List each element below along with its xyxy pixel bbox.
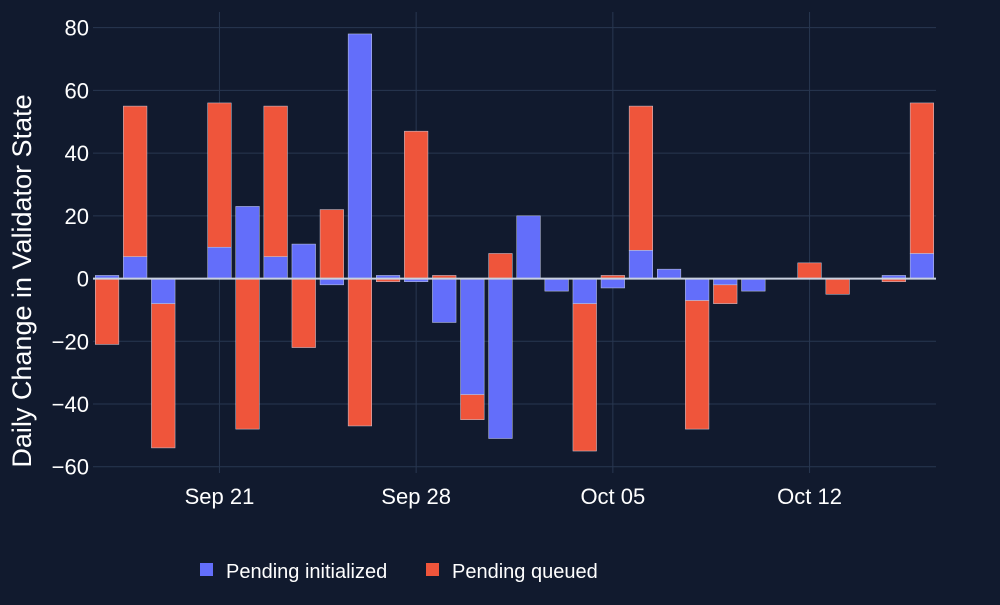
bar-pending-queued — [235, 278, 260, 430]
bar-pending-initialized — [263, 256, 288, 279]
bar-pending-queued — [797, 262, 822, 279]
bar-pending-initialized — [123, 256, 148, 279]
y-tick-label: 60 — [65, 78, 89, 103]
bar-pending-queued — [488, 253, 513, 279]
bar-pending-initialized — [600, 278, 625, 289]
x-tick-label: Sep 28 — [381, 484, 451, 509]
y-tick-label: 20 — [65, 204, 89, 229]
legend-label: Pending queued — [452, 561, 598, 583]
y-tick-label: 40 — [65, 141, 89, 166]
bar-pending-queued — [94, 278, 120, 345]
y-tick-label: −20 — [52, 329, 89, 354]
x-tick-label: Sep 21 — [185, 484, 255, 509]
bar-pending-initialized — [207, 246, 232, 279]
y-tick-label: −40 — [52, 392, 89, 417]
y-tick-label: −60 — [52, 455, 89, 480]
bar-pending-initialized — [235, 206, 260, 279]
bar-pending-initialized — [432, 278, 457, 323]
bar-pending-queued — [909, 102, 935, 254]
legend[interactable]: Pending initialized Pending queued — [200, 561, 598, 583]
y-axis-title: Daily Change in Validator State — [7, 94, 37, 467]
legend-label: Pending initialized — [226, 561, 387, 583]
y-tick-label: 0 — [77, 267, 89, 292]
bar-pending-initialized — [909, 253, 935, 279]
x-tick-label: Oct 12 — [777, 484, 842, 509]
legend-swatch — [426, 563, 439, 576]
legend-item[interactable]: Pending initialized — [200, 561, 387, 583]
bar-pending-queued — [151, 303, 176, 449]
bar-pending-queued — [291, 278, 316, 348]
bar-pending-queued — [319, 209, 344, 279]
gridlines — [93, 12, 936, 473]
legend-swatch — [200, 563, 213, 576]
bar-pending-initialized — [628, 250, 654, 279]
bar-pending-initialized — [488, 278, 513, 439]
bar-pending-initialized — [544, 278, 569, 292]
bar-pending-initialized — [460, 278, 485, 395]
bar-pending-initialized — [741, 278, 766, 292]
bar-pending-initialized — [572, 278, 597, 304]
bar-pending-initialized — [516, 215, 541, 279]
bar-pending-queued — [123, 105, 148, 257]
bar-pending-initialized — [291, 243, 316, 279]
x-tick-label: Oct 05 — [580, 484, 645, 509]
bar-pending-queued — [713, 284, 738, 304]
bar-pending-initialized — [347, 33, 373, 279]
bar-pending-queued — [207, 102, 232, 248]
bar-pending-initialized — [685, 278, 710, 301]
tick-labels: −60 −40 −20 0 20 40 60 80 Sep 21 Sep 28 Oct 05 Oct … — [52, 16, 842, 509]
bar-pending-queued — [628, 105, 654, 251]
bars — [94, 33, 935, 452]
bar-pending-queued — [572, 303, 597, 452]
bar-pending-queued — [347, 278, 373, 427]
bar-pending-queued — [460, 394, 485, 420]
bar-pending-queued — [263, 105, 288, 257]
bar-pending-initialized — [656, 268, 682, 279]
bar-pending-queued — [404, 130, 429, 279]
bar-pending-queued — [825, 278, 850, 295]
bar-pending-queued — [685, 300, 710, 430]
legend-item[interactable]: Pending queued — [426, 561, 598, 583]
bar-pending-initialized — [151, 278, 176, 304]
y-tick-label: 80 — [65, 16, 89, 41]
